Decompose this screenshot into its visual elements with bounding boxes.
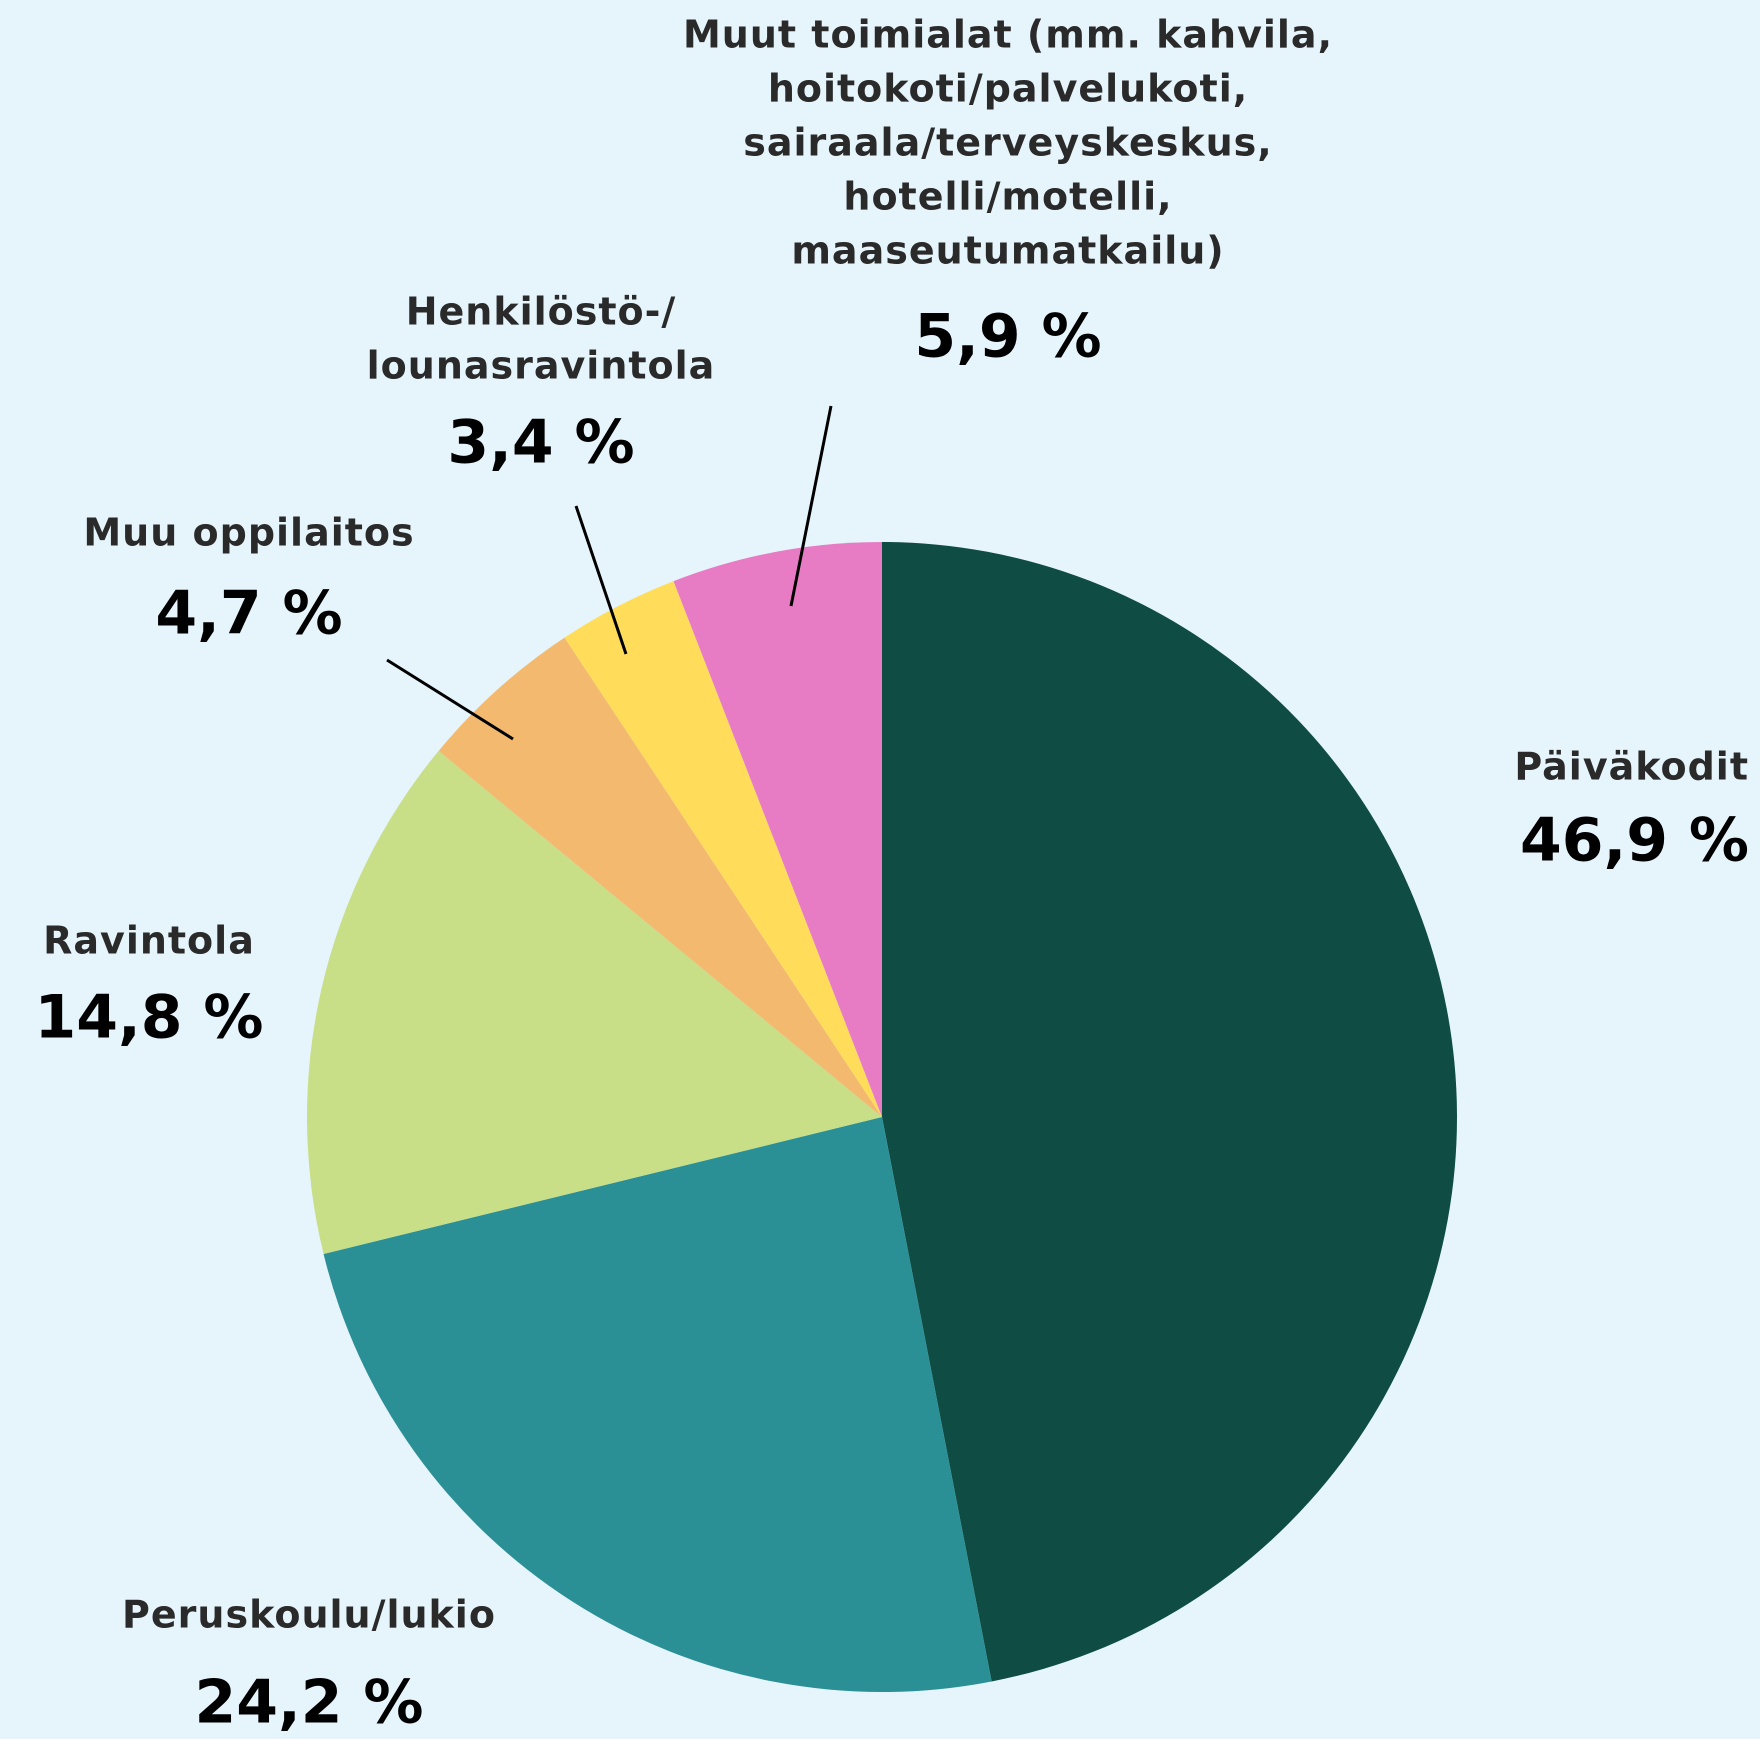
pie-slice (564, 581, 882, 1117)
slice-label: hoitokoti/palvelukoti, (768, 67, 1248, 111)
leader-line (789, 405, 833, 607)
leader-line (574, 505, 628, 655)
pie-slice (307, 750, 882, 1254)
slice-label: Muut toimialat (mm. kahvila, (683, 13, 1333, 57)
value-label: 24,2 % (194, 1668, 423, 1738)
pie-slice (323, 1117, 992, 1692)
value-label: 4,7 % (155, 579, 342, 649)
value-label: 46,9 % (1520, 806, 1749, 876)
slice-label: Päiväkodit (1514, 745, 1749, 789)
slice-label: Peruskoulu/lukio (122, 1593, 496, 1637)
slice-label: Ravintola (43, 919, 255, 963)
slice-label: Henkilöstö-/ (406, 290, 677, 334)
value-label: 14,8 % (34, 983, 263, 1053)
slice-label: lounasravintola (367, 344, 716, 388)
value-label: 3,4 % (447, 408, 634, 478)
value-label: 5,9 % (914, 302, 1101, 372)
pie-slice (882, 542, 1457, 1682)
pie-slice (438, 637, 882, 1117)
leader-line (386, 658, 514, 741)
slice-label: sairaala/terveyskeskus, (743, 121, 1273, 165)
slice-label: Muu oppilaitos (83, 511, 414, 555)
pie-slice (673, 542, 882, 1117)
slice-label: hotelli/motelli, (843, 175, 1172, 219)
slice-label: maaseutumatkailu) (791, 229, 1224, 273)
